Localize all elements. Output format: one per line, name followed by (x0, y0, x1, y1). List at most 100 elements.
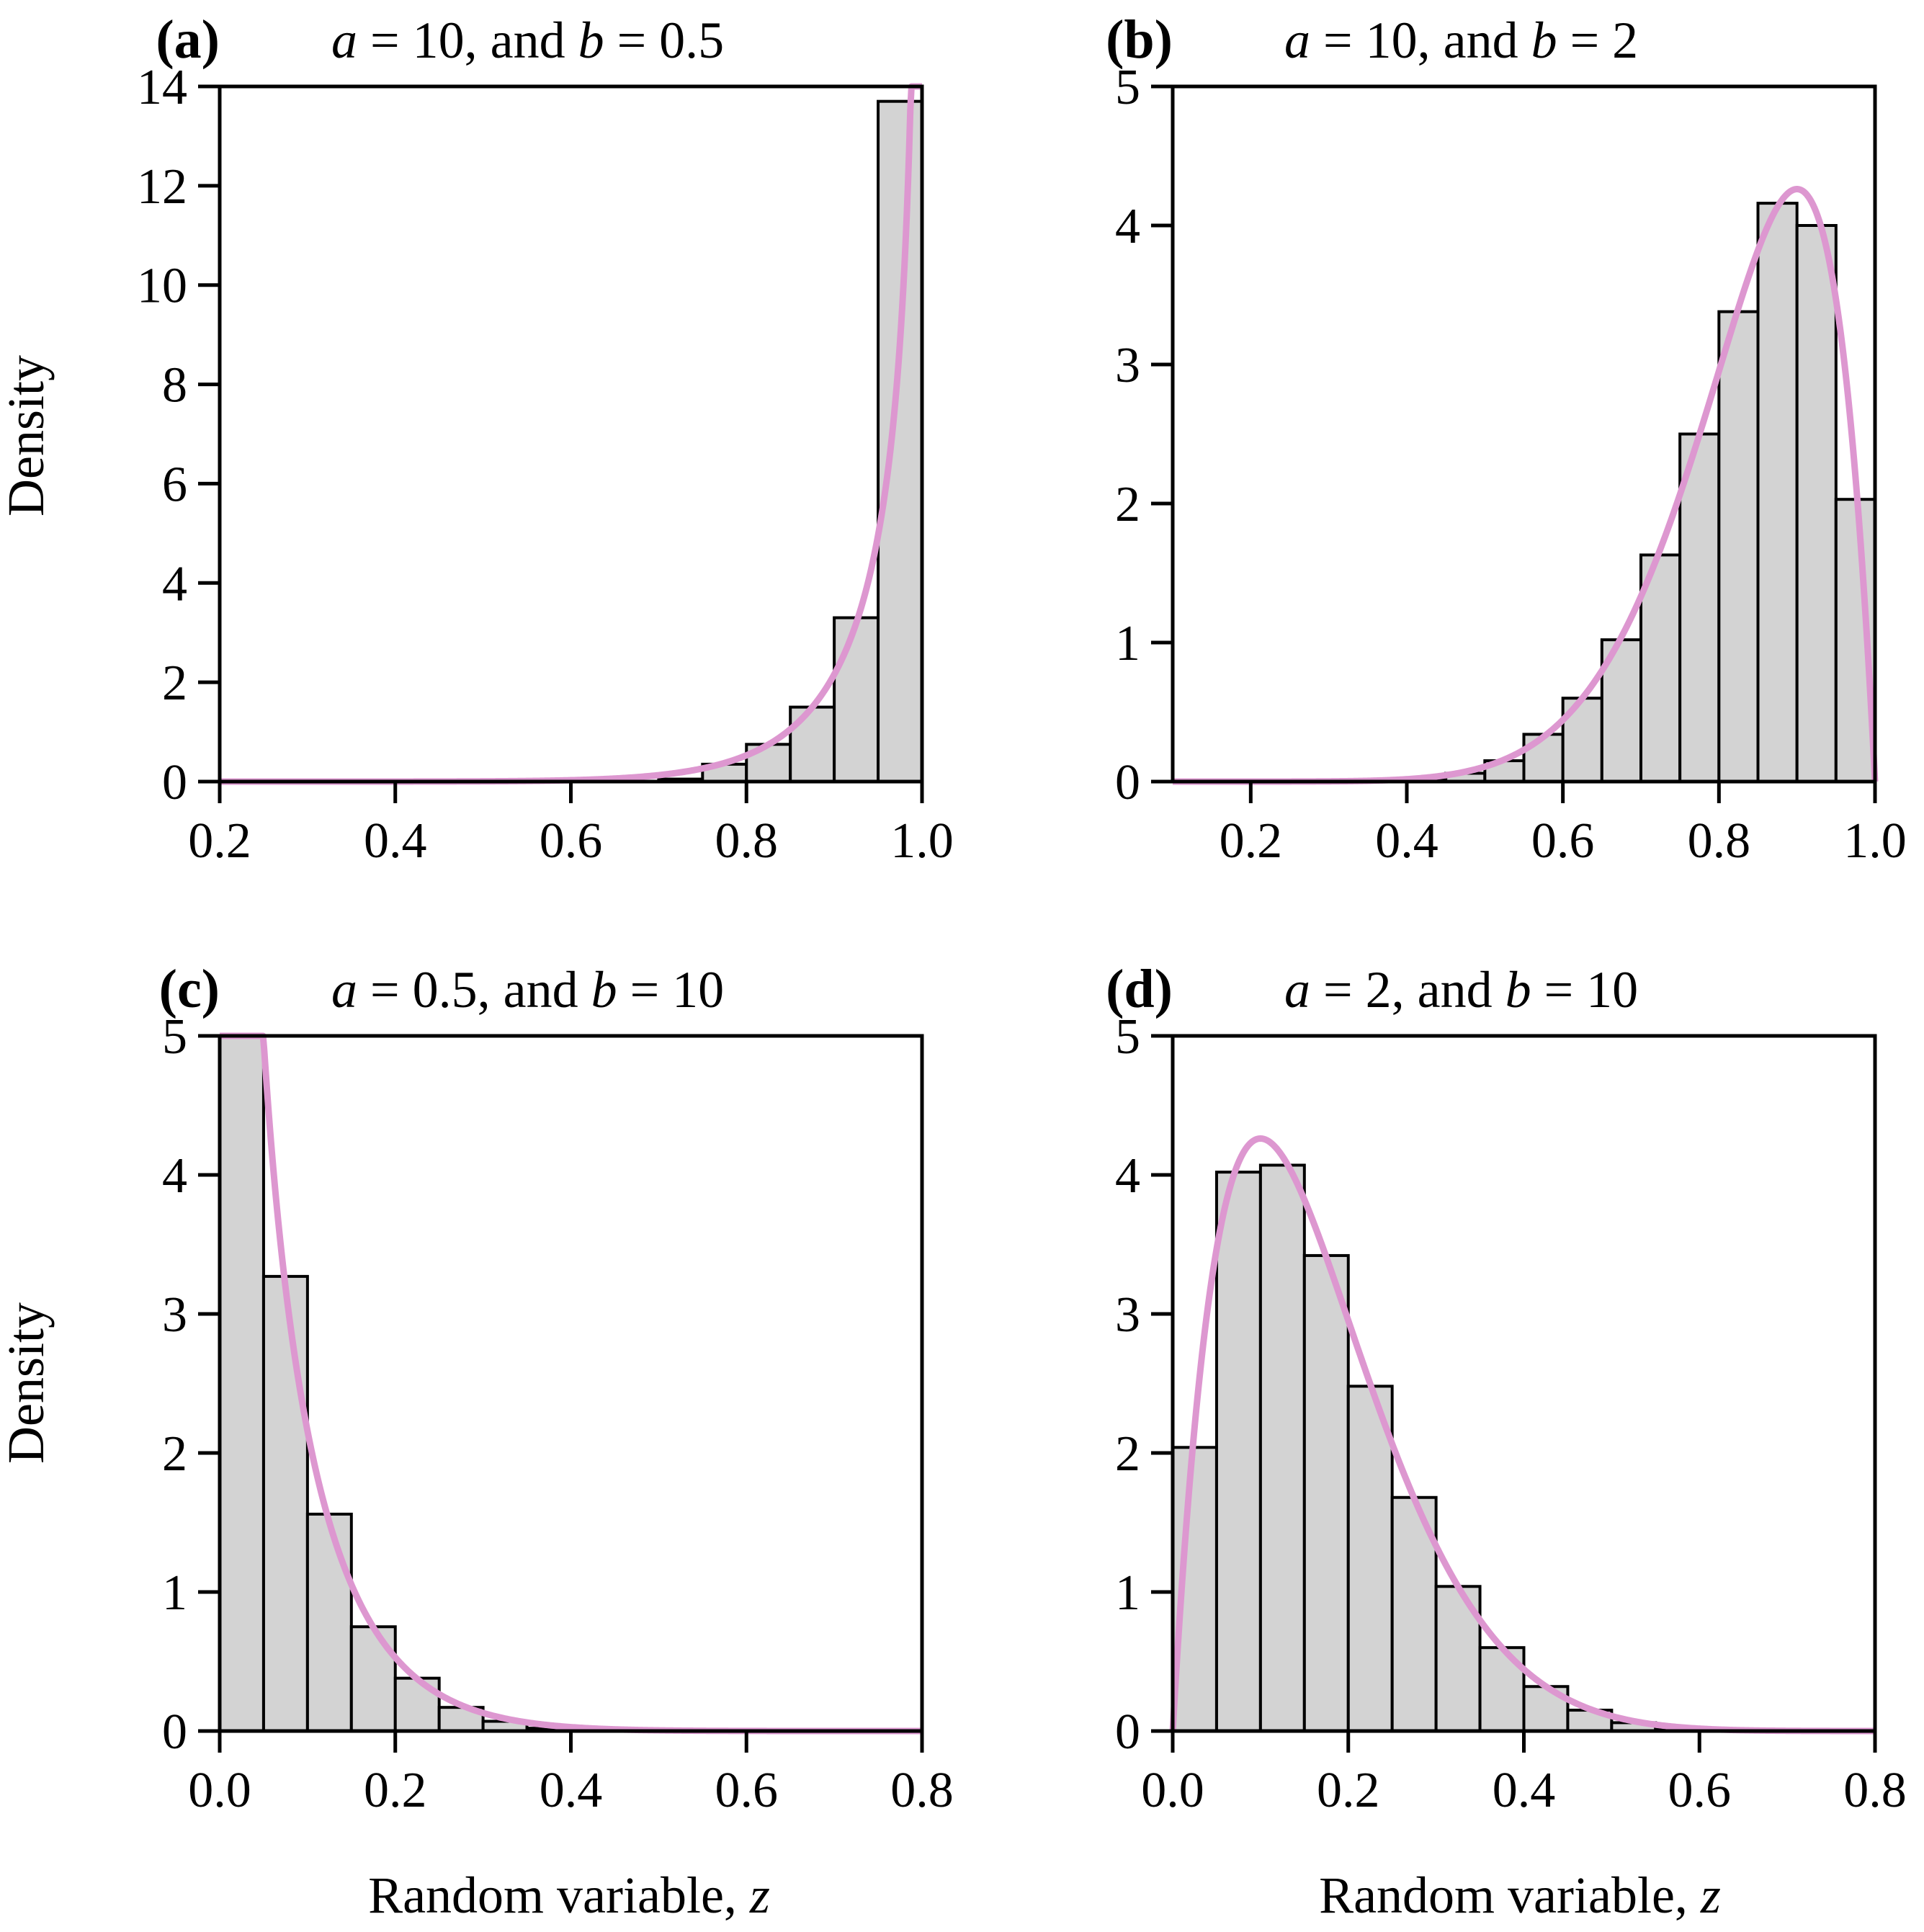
panel-b-histogram-bar (1522, 733, 1565, 784)
panel-b-y-tick-label: 2 (1115, 477, 1140, 532)
panel-d-letter: (d) (1106, 959, 1173, 1019)
panel-b-y-tick-label: 3 (1115, 338, 1140, 393)
x-axis-label-right: Random variable, z (1319, 1866, 1721, 1924)
panel-c-title-part: a (331, 961, 357, 1019)
panel-d-y-tick-label: 4 (1115, 1148, 1140, 1204)
panel-a-axes: 0.2 0.4 0.6 0.8 1.0 0 2 4 6 8 10 12 14 (137, 60, 954, 869)
panel-a-bars (657, 99, 923, 784)
panel-a-y-tick-label: 12 (137, 159, 187, 215)
panel-a-x-tick-label: 0.2 (188, 813, 251, 869)
panel-b-x-tick-label: 1.0 (1843, 813, 1907, 869)
panel-a-title-part: = 0.5 (604, 12, 725, 69)
panel-c-axes: 0.0 0.2 0.4 0.6 0.8 0 1 2 3 4 5 (162, 1009, 954, 1818)
panel-a-histogram-bar (833, 616, 880, 783)
panel-a-title: a = 10, and b = 0.5 (331, 12, 724, 69)
panel-a-histogram-bar (877, 99, 923, 783)
panel-d: (d) a = 2, and b = 10 0.0 0.2 0.4 0.6 0.8 0 1 2… (1106, 959, 1907, 1818)
panel-a-title-part: b (578, 12, 604, 69)
panel-a-title-part: a (331, 12, 357, 69)
panel-a-frame (218, 84, 924, 784)
panel-d-axes: 0.0 0.2 0.4 0.6 0.8 0 1 2 3 4 5 (1115, 1009, 1907, 1818)
panel-c-x-tick-label: 0.8 (890, 1763, 954, 1818)
panel-b-y-tick-label: 5 (1115, 60, 1140, 115)
panel-c-histogram-bar (305, 1512, 353, 1732)
panel-a-y-tick-label: 8 (162, 358, 187, 413)
panel-d-x-tick-label: 0.6 (1668, 1763, 1732, 1818)
panel-b-x-tick-label: 0.4 (1375, 813, 1438, 869)
panel-b-title-part: = 2 (1557, 12, 1639, 69)
panel-c-histogram-bar (393, 1676, 441, 1732)
panel-b-x-tick-label: 0.2 (1220, 813, 1283, 869)
panel-d-x-tick-label: 0.2 (1317, 1763, 1380, 1818)
panel-a-x-tick-label: 1.0 (890, 813, 954, 869)
panel-d-histogram-bar (1214, 1171, 1262, 1732)
panel-c-y-tick-label: 4 (162, 1148, 187, 1204)
panel-b-x-tick-label: 0.6 (1531, 813, 1595, 869)
y-axis-label-top: Density (0, 355, 55, 516)
panel-a-histogram-bar (789, 705, 836, 783)
x-axis-label-right-var: z (1700, 1866, 1721, 1924)
panel-b: (b) a = 10, and b = 2 0.2 0.4 0.6 0.8 1.0 0 1 2… (1106, 9, 1907, 869)
panel-c-x-tick-label: 0.4 (540, 1763, 603, 1818)
panel-a-y-tick-label: 14 (137, 60, 187, 115)
panel-d-title: a = 2, and b = 10 (1284, 961, 1638, 1019)
panel-a-y-tick-label: 10 (137, 259, 187, 314)
panel-a-density-curve (218, 83, 924, 785)
panel-a-y-tick-label: 6 (162, 457, 187, 512)
panel-b-y-tick-label: 1 (1115, 616, 1140, 671)
panel-d-x-tick-label: 0.0 (1141, 1763, 1204, 1818)
panel-b-y-tick-label: 0 (1115, 755, 1140, 810)
panel-d-histogram-bar (1302, 1253, 1350, 1732)
panel-d-x-tick-label: 0.4 (1493, 1763, 1556, 1818)
panel-c-histogram-bar (261, 1274, 309, 1732)
panel-c-x-tick-label: 0.6 (715, 1763, 779, 1818)
panel-c-histogram-bar (349, 1625, 397, 1732)
panel-b-title-part: a (1284, 12, 1310, 69)
panel-d-y-tick-label: 5 (1115, 1009, 1140, 1065)
panel-b-title-part: b (1531, 12, 1557, 69)
panel-d-title-part: b (1505, 961, 1531, 1019)
panel-d-y-tick-label: 1 (1115, 1565, 1140, 1621)
panel-b-frame (1171, 84, 1877, 784)
panel-a-x-tick-label: 0.6 (540, 813, 603, 869)
x-axis-label-right-text: Random variable, (1319, 1866, 1701, 1924)
panel-c-title-part: b (591, 961, 617, 1019)
panel-b-title: a = 10, and b = 2 (1284, 12, 1638, 69)
panel-c-title-part: = 0.5, and (357, 961, 591, 1019)
panel-c-letter: (c) (159, 959, 220, 1019)
panel-b-histogram-bar (1795, 224, 1838, 783)
panel-d-title-part: = 10 (1531, 961, 1639, 1019)
panel-b-title-part: = 10, and (1310, 12, 1531, 69)
panel-c-y-tick-label: 3 (162, 1287, 187, 1343)
x-axis-label-left-var: z (749, 1866, 770, 1924)
panel-d-histogram-bar (1258, 1163, 1306, 1732)
panel-a-y-tick-label: 2 (162, 656, 187, 711)
panel-c-bars (218, 1034, 573, 1732)
y-axis-label-bottom: Density (0, 1302, 55, 1464)
panel-b-x-tick-label: 0.8 (1688, 813, 1751, 869)
panel-c-y-tick-label: 1 (162, 1565, 187, 1621)
panel-c-x-tick-label: 0.0 (188, 1763, 251, 1818)
panel-c-title-part: = 10 (617, 961, 725, 1019)
panel-a-letter: (a) (156, 9, 220, 70)
panel-c: (c) a = 0.5, and b = 10 0.0 0.2 0.4 0.6 0.80… (159, 959, 954, 1818)
panel-d-title-part: = 2, and (1310, 961, 1505, 1019)
x-axis-label-left-text: Random variable, (368, 1866, 750, 1924)
panel-d-bars (1171, 1163, 1701, 1733)
panel-d-title-part: a (1284, 961, 1310, 1019)
panel-c-y-tick-label: 2 (162, 1426, 187, 1482)
panel-a: (a) a = 10, and b = 0.5 0.2 0.4 0.6 0.8 1.00… (137, 9, 954, 869)
panel-c-histogram-bar (218, 1034, 265, 1732)
panel-c-x-tick-label: 0.2 (364, 1763, 427, 1818)
panel-d-histogram-bar (1346, 1385, 1394, 1732)
panel-a-x-tick-label: 0.8 (715, 813, 779, 869)
x-axis-label-left: Random variable, z (368, 1866, 770, 1924)
panel-c-y-tick-label: 0 (162, 1704, 187, 1760)
panel-b-histogram-bar (1717, 310, 1760, 784)
panel-d-y-tick-label: 0 (1115, 1704, 1140, 1760)
panel-a-y-tick-label: 4 (162, 556, 187, 612)
panel-a-title-part: = 10, and (357, 12, 578, 69)
panel-b-histogram-bar (1678, 432, 1721, 783)
panel-b-y-tick-label: 4 (1115, 199, 1140, 254)
panel-c-y-tick-label: 5 (162, 1009, 187, 1065)
